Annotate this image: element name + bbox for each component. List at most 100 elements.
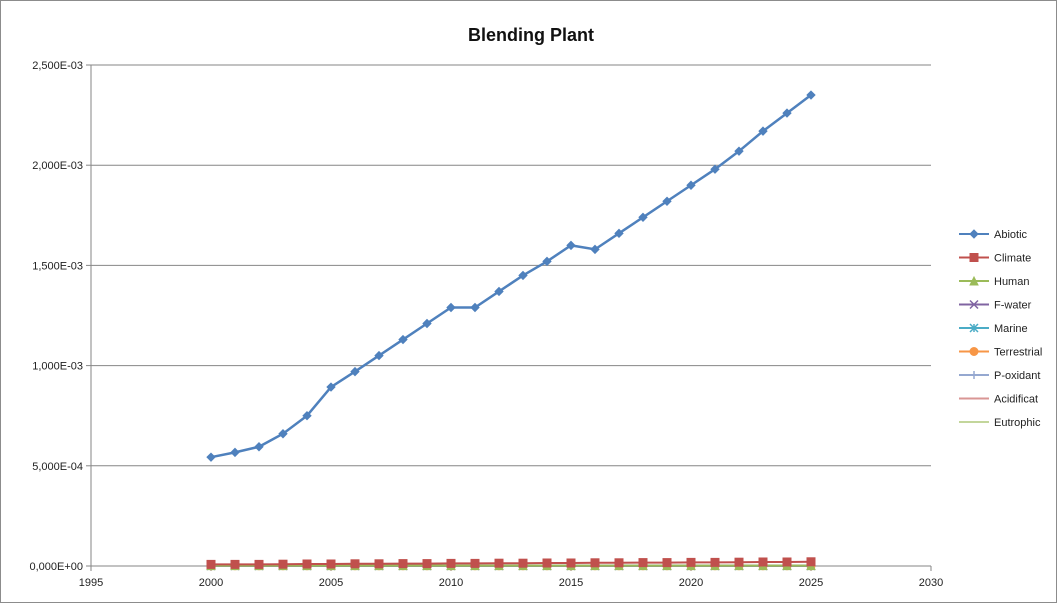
data-point — [302, 559, 312, 569]
data-point — [446, 302, 456, 313]
y-tick-label: 0,000E+00 — [29, 561, 83, 573]
legend-item-climate: Climate — [959, 253, 1031, 265]
legend-item-human: Human — [959, 275, 1029, 288]
data-point — [326, 382, 336, 392]
data-point — [518, 558, 528, 568]
data-point — [350, 559, 360, 569]
axes: 0,000E+00 5,000E-04 1,000E-03 1,500E-03 2,00… — [29, 60, 943, 589]
data-point — [470, 558, 480, 568]
x-tick-label: 1995 — [79, 577, 103, 589]
legend-item-eutrophic: Eutrophic — [959, 417, 1041, 429]
data-point — [590, 244, 600, 255]
data-point — [494, 286, 504, 297]
legend-marker — [969, 229, 979, 239]
legend-item-marine: Marine — [959, 323, 1028, 335]
data-point — [806, 90, 816, 100]
data-point — [542, 256, 552, 267]
data-point — [566, 240, 576, 251]
legend-marker — [970, 371, 978, 379]
data-point — [374, 350, 384, 361]
legend-label: Acidificat — [994, 394, 1038, 406]
legend-label: Terrestrial — [994, 347, 1042, 359]
data-point — [758, 126, 768, 136]
data-point — [494, 558, 504, 568]
data-point — [710, 557, 720, 567]
x-tick-label: 2010 — [439, 577, 463, 589]
data-point — [422, 318, 432, 329]
data-point — [566, 558, 576, 568]
data-point — [446, 558, 456, 568]
legend-item-f-water: F-water — [959, 300, 1032, 312]
data-point — [710, 164, 720, 174]
chart-title: Blending Plant — [468, 25, 594, 45]
data-point — [782, 557, 792, 567]
x-tick-label: 2000 — [199, 577, 223, 589]
legend-item-p-oxidant: P-oxidant — [959, 370, 1040, 382]
data-point — [734, 146, 744, 156]
legend-marker — [969, 323, 979, 333]
x-tick-label: 2005 — [319, 577, 343, 589]
series-line — [211, 560, 812, 566]
legend-label: Human — [994, 276, 1029, 288]
data-point — [230, 559, 240, 569]
x-tick-label: 2020 — [679, 577, 703, 589]
y-tick-label: 2,500E-03 — [32, 60, 83, 72]
series-layer — [206, 90, 816, 571]
series-abiotic — [206, 90, 816, 462]
data-point — [470, 302, 480, 313]
legend-item-abiotic: Abiotic — [959, 229, 1028, 241]
data-point — [230, 447, 240, 458]
data-point — [686, 557, 696, 567]
legend-label: Marine — [994, 323, 1028, 335]
x-tick-label: 2015 — [559, 577, 583, 589]
legend-label: Climate — [994, 253, 1031, 265]
y-tick-label: 2,000E-03 — [32, 160, 83, 172]
data-point — [614, 228, 624, 239]
legend-label: Eutrophic — [994, 417, 1041, 429]
gridlines — [91, 64, 931, 467]
data-point — [206, 452, 216, 462]
legend-marker — [969, 275, 979, 286]
data-point — [326, 559, 336, 569]
y-tick-label: 1,500E-03 — [32, 260, 83, 272]
data-point — [422, 559, 432, 569]
data-point — [398, 334, 408, 345]
data-point — [254, 559, 264, 569]
legend-item-terrestrial: Terrestrial — [959, 347, 1042, 359]
legend-marker — [969, 299, 979, 310]
data-point — [638, 212, 648, 223]
data-point — [734, 557, 744, 567]
legend-marker — [969, 347, 979, 356]
data-point — [278, 429, 288, 439]
data-point — [614, 558, 624, 568]
x-tick-label: 2030 — [919, 577, 943, 589]
series-climate — [206, 557, 816, 569]
data-point — [686, 180, 696, 190]
data-point — [278, 559, 288, 569]
data-point — [302, 410, 312, 421]
data-point — [398, 559, 408, 569]
data-point — [662, 196, 672, 206]
data-point — [758, 557, 768, 567]
data-point — [254, 442, 264, 452]
x-tick-label: 2025 — [799, 577, 823, 589]
data-point — [374, 559, 384, 569]
legend-label: F-water — [994, 300, 1032, 312]
data-point — [662, 558, 672, 568]
data-point — [206, 559, 216, 569]
data-point — [806, 557, 816, 567]
data-point — [590, 558, 600, 568]
data-point — [638, 558, 648, 568]
y-tick-label: 1,000E-03 — [32, 361, 83, 373]
series-line — [210, 94, 812, 459]
data-point — [542, 558, 552, 568]
legend-label: P-oxidant — [994, 370, 1040, 382]
legend-label: Abiotic — [994, 229, 1028, 241]
data-point — [782, 108, 792, 118]
data-point — [518, 270, 528, 281]
data-point — [350, 366, 360, 377]
legend-item-acidificat: Acidificat — [959, 394, 1038, 406]
legend-marker — [969, 253, 979, 262]
